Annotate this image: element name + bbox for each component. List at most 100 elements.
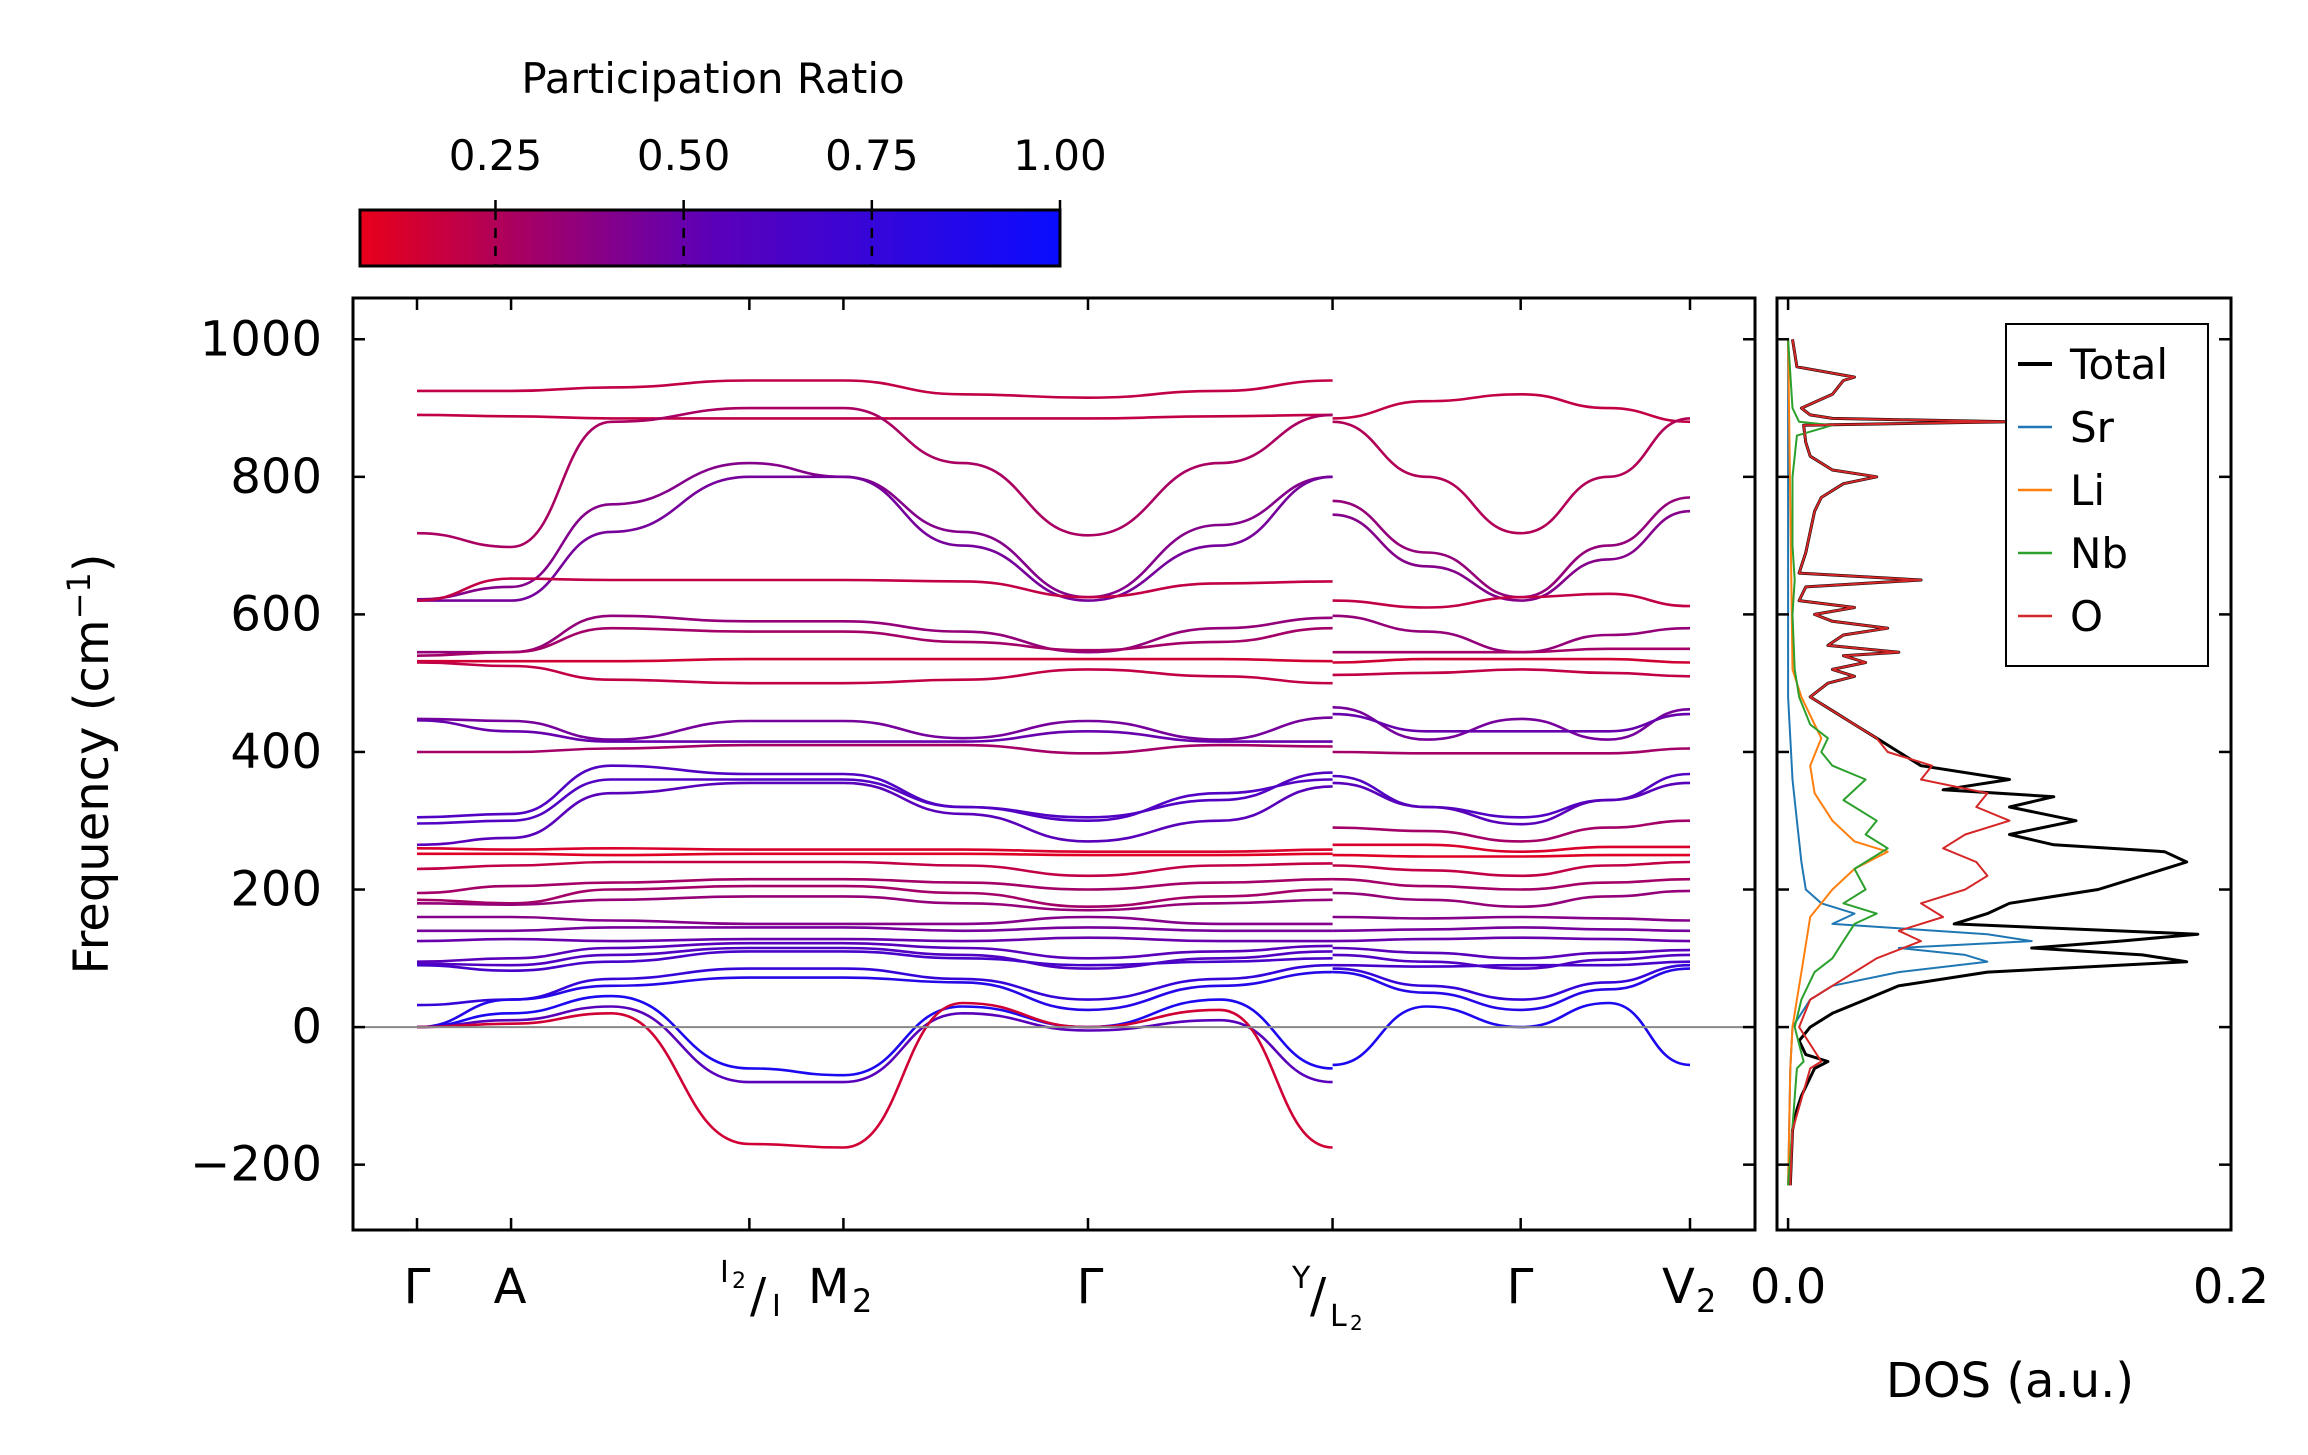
- band-line: [1332, 747, 1691, 755]
- dos-curves: [1787, 339, 2200, 1186]
- kpath-label-y-l2: Y / L 2: [1291, 1261, 1363, 1335]
- dos-curve-li: [1787, 339, 1889, 1186]
- band-line: [416, 406, 1333, 549]
- band-line: [416, 950, 1333, 973]
- legend-label-sr: Sr: [2070, 403, 2115, 452]
- y-tick-label: 800: [230, 449, 322, 505]
- band-line: [416, 877, 1333, 895]
- colorbar-tick-label: 0.75: [825, 131, 919, 180]
- band-line: [1332, 712, 1691, 733]
- band-line: [416, 852, 1333, 857]
- svg-text:2: 2: [1696, 1282, 1716, 1320]
- y-tick-label: 0: [291, 999, 322, 1055]
- band-line: [416, 1005, 1333, 1084]
- colorbar: Participation Ratio 0.25 0.50 0.75 1.00: [358, 54, 1107, 268]
- kpath-label-m2: M 2: [808, 1259, 872, 1320]
- band-line: [416, 963, 1333, 1007]
- dos-legend: Total Sr Li Nb O: [2005, 323, 2209, 667]
- band-line: [416, 626, 1333, 657]
- frequency-ticks: −200 0 200 400 600 800 1000: [190, 311, 1755, 1193]
- svg-text:I: I: [772, 1289, 781, 1324]
- legend-label-o: O: [2070, 592, 2103, 641]
- band-line: [1332, 509, 1691, 602]
- colorbar-gradient: [358, 208, 1062, 268]
- kpath-label-gamma-3: Γ: [1507, 1259, 1534, 1315]
- svg-text:L: L: [1330, 1299, 1347, 1334]
- band-line: [416, 1001, 1333, 1149]
- svg-text:2: 2: [852, 1282, 872, 1320]
- band-line: [416, 716, 1333, 741]
- band-lines: [416, 379, 1691, 1149]
- band-line: [416, 764, 1333, 819]
- band-line: [1332, 781, 1691, 826]
- colorbar-title: Participation Ratio: [521, 54, 904, 103]
- y-tick-label: −200: [190, 1137, 322, 1193]
- dos-curve-o: [1789, 339, 2011, 1186]
- band-line: [1332, 915, 1691, 922]
- dos-x-tick-label: 0.2: [2193, 1259, 2269, 1315]
- band-line: [1332, 392, 1691, 424]
- band-line: [416, 661, 1333, 685]
- band-line: [417, 475, 1333, 602]
- band-line: [1332, 614, 1691, 654]
- colorbar-tick-label: 0.50: [637, 131, 731, 180]
- svg-text:M: M: [808, 1259, 849, 1315]
- band-panel: −200 0 200 400 600 800 1000 Γ A I 2 / I M 2 Γ …: [60, 296, 1757, 1335]
- kpath-label-gamma-1: Γ: [404, 1259, 431, 1315]
- band-line: [1332, 657, 1691, 664]
- dos-panel-frame: [1775, 296, 2233, 1232]
- kpath-ticks: [415, 298, 1692, 1230]
- band-line: [1332, 946, 1691, 960]
- band-line: [1332, 889, 1691, 909]
- colorbar-tick-label: 1.00: [1013, 131, 1107, 180]
- band-line: [1332, 668, 1691, 678]
- dos-ticks: 0.0 0.2: [1750, 298, 2269, 1315]
- band-line: [416, 719, 1333, 743]
- band-line: [416, 994, 1333, 1077]
- band-line: [1332, 706, 1691, 741]
- band-line: [1332, 417, 1691, 535]
- band-line: [416, 884, 1333, 909]
- legend-box: [2005, 323, 2209, 667]
- band-line: [417, 915, 1333, 926]
- y-axis-label: Frequency (cm−1): [60, 553, 120, 974]
- band-line: [1332, 926, 1691, 933]
- band-line: [416, 970, 1333, 1029]
- y-tick-label: 400: [230, 724, 322, 780]
- band-line: [1332, 647, 1690, 654]
- band-line: [416, 895, 1333, 912]
- svg-text:/: /: [750, 1268, 767, 1324]
- band-line: [1332, 843, 1690, 854]
- legend-label-total: Total: [2069, 340, 2168, 389]
- kpath-labels: Γ A I 2 / I M 2 Γ Y / L 2 Γ V 2: [404, 1255, 1717, 1335]
- band-line: [1332, 963, 1691, 1001]
- dos-x-axis-label: DOS (a.u.): [1886, 1353, 2134, 1409]
- band-line: [416, 936, 1333, 943]
- band-line: [1332, 819, 1691, 843]
- y-tick-label: 1000: [200, 311, 322, 367]
- band-line: [416, 846, 1333, 854]
- band-line: [1332, 877, 1691, 891]
- dos-x-tick-label: 0.0: [1750, 1259, 1826, 1315]
- colorbar-ticks: 0.25 0.50 0.75 1.00: [449, 131, 1107, 266]
- band-line: [1332, 1001, 1691, 1067]
- colorbar-tick-label: 0.25: [449, 131, 543, 180]
- band-line: [1332, 960, 1691, 968]
- svg-text:2: 2: [732, 1269, 746, 1294]
- band-line: [416, 379, 1333, 400]
- band-line: [417, 743, 1333, 755]
- legend-label-li: Li: [2070, 466, 2105, 515]
- y-tick-label: 600: [230, 586, 322, 642]
- band-line: [417, 614, 1333, 654]
- band-line: [416, 577, 1333, 602]
- kpath-label-i2-i: I 2 / I: [720, 1255, 781, 1324]
- y-tick-label: 200: [230, 862, 322, 918]
- band-line: [416, 781, 1333, 847]
- band-line: [416, 946, 1333, 970]
- band-line: [1332, 953, 1691, 970]
- svg-text:I: I: [720, 1255, 729, 1290]
- band-line: [416, 926, 1333, 933]
- band-line: [417, 657, 1333, 663]
- band-line: [416, 860, 1333, 878]
- band-line: [416, 778, 1333, 825]
